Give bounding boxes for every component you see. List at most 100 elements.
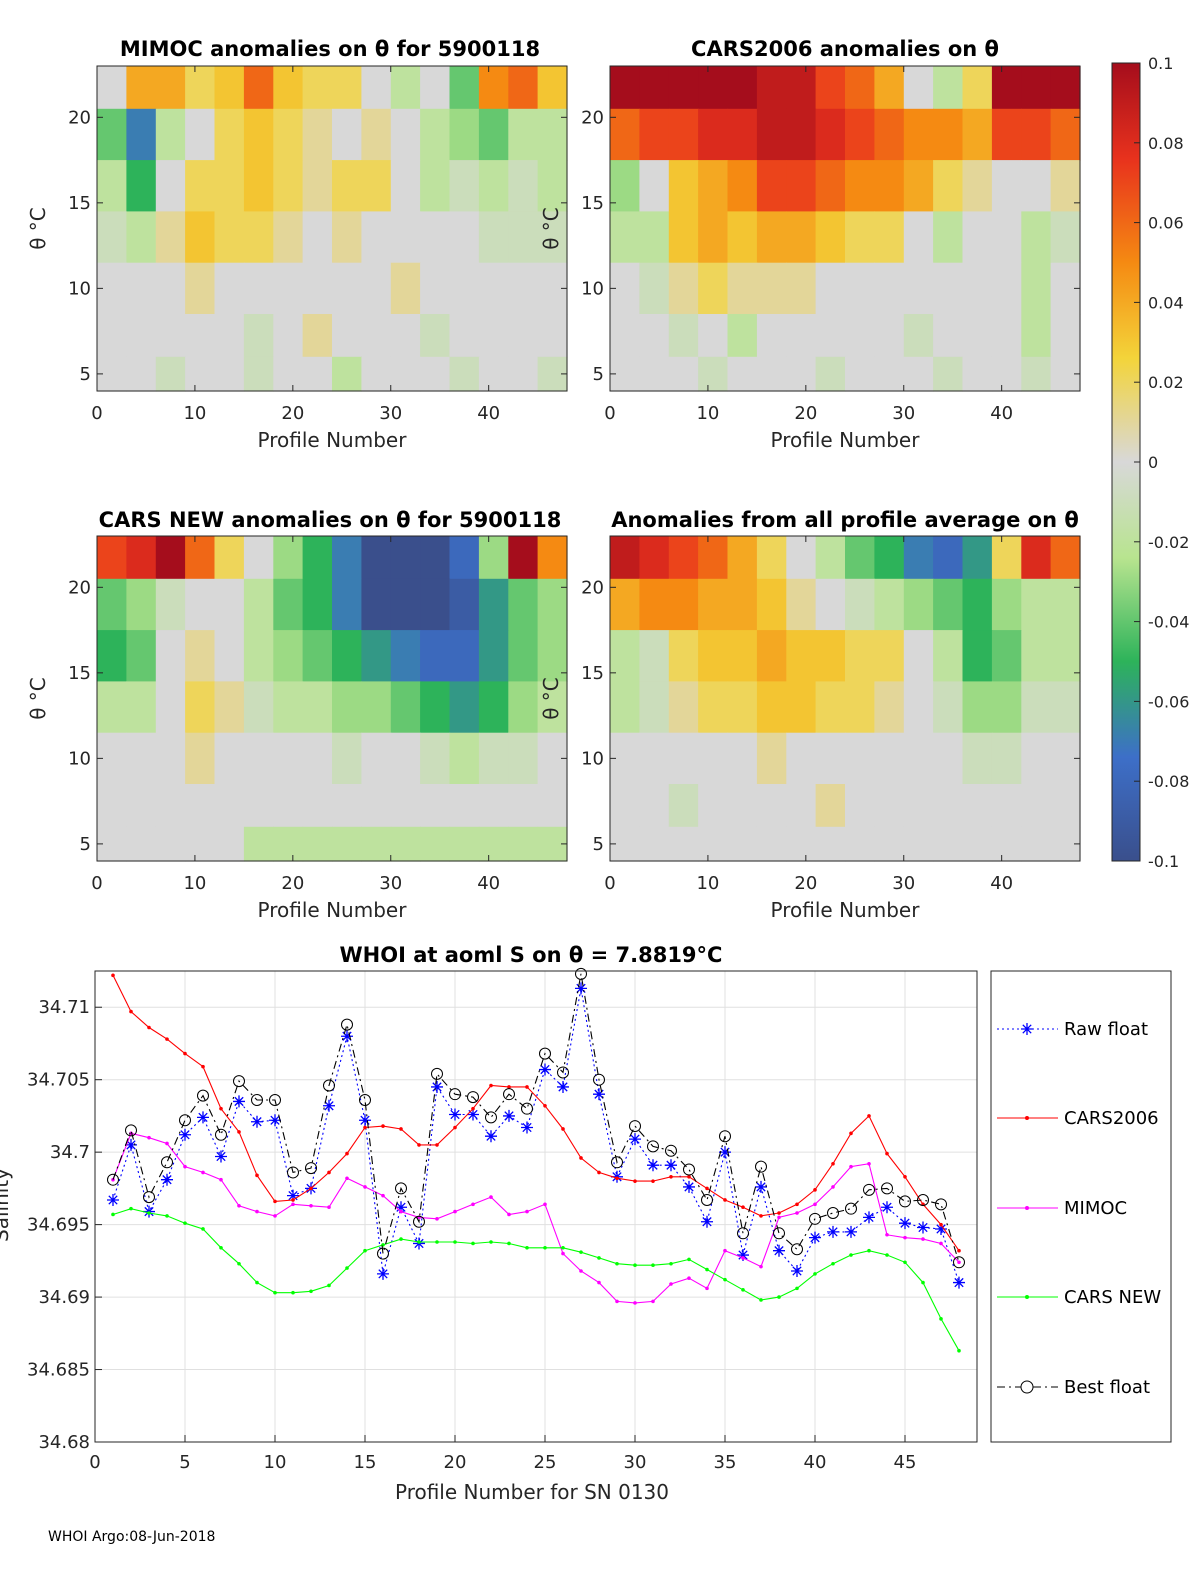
data-point bbox=[201, 1064, 205, 1069]
data-point bbox=[327, 1205, 331, 1210]
data-point bbox=[377, 1247, 389, 1260]
heatmap-cell bbox=[361, 681, 392, 734]
heatmap-cell bbox=[155, 314, 186, 358]
heatmap-cell bbox=[874, 356, 905, 392]
heatmap-cell bbox=[449, 784, 480, 828]
heatmap-cell bbox=[933, 356, 964, 392]
heatmap-cell bbox=[610, 578, 640, 631]
heatmap-cell bbox=[420, 66, 451, 110]
heatmap-cell bbox=[639, 784, 670, 828]
colorbar-tick-label: -0.02 bbox=[1148, 533, 1189, 552]
colorbar: 0.1 0.08 0.06 0.04 0.02 0 -0.02 -0.04 -0.06 -0.08… bbox=[1111, 54, 1189, 871]
heatmap-cell bbox=[126, 732, 157, 785]
heatmap-cell bbox=[273, 314, 304, 358]
data-point bbox=[701, 1215, 713, 1228]
heatmap-cell bbox=[698, 160, 729, 212]
heatmap-cell bbox=[273, 211, 304, 264]
heatmap-cell bbox=[537, 108, 568, 161]
legend-label: MIMOC bbox=[1064, 1198, 1127, 1219]
heatmap-cell bbox=[756, 356, 787, 392]
data-point bbox=[147, 1135, 151, 1140]
data-point bbox=[107, 1173, 119, 1186]
y-tick-label: 5 bbox=[593, 364, 604, 385]
heatmap-cell bbox=[933, 826, 964, 862]
data-point bbox=[201, 1227, 205, 1231]
heatmap-cell bbox=[537, 578, 568, 631]
heatmap-cell bbox=[361, 784, 392, 828]
heatmap-cell bbox=[508, 108, 539, 161]
data-point bbox=[413, 1215, 425, 1228]
y-tick-label: 10 bbox=[68, 748, 91, 769]
heatmap-cell bbox=[214, 66, 245, 110]
heatmap-cell bbox=[273, 108, 304, 161]
heatmap-cell bbox=[991, 784, 1022, 828]
heatmap-cell bbox=[508, 578, 539, 631]
y-axis-label: θ °C bbox=[26, 677, 50, 720]
data-point bbox=[777, 1215, 781, 1220]
heatmap-cell bbox=[962, 681, 993, 734]
data-point bbox=[881, 1182, 893, 1195]
heatmap-cell bbox=[903, 630, 934, 682]
y-tick-label: 34.69 bbox=[38, 1287, 90, 1308]
heatmap-cell bbox=[420, 160, 451, 212]
heatmap-cell bbox=[1021, 732, 1052, 785]
heatmap-cell bbox=[874, 732, 905, 785]
heatmap-cell bbox=[786, 66, 817, 110]
data-point bbox=[269, 1114, 281, 1127]
heatmap-cell bbox=[478, 262, 509, 315]
heatmap-cell bbox=[214, 826, 245, 862]
heatmap-cell bbox=[185, 681, 216, 734]
heatmap-cell bbox=[903, 160, 934, 212]
heatmap-cell bbox=[639, 160, 670, 212]
heatmap-cell bbox=[478, 578, 509, 631]
data-point bbox=[521, 1121, 533, 1134]
heatmap-cell bbox=[449, 66, 480, 110]
heatmap-cell bbox=[698, 578, 729, 631]
heatmap-cell bbox=[991, 826, 1022, 862]
series-line bbox=[112, 973, 960, 1263]
legend-marker bbox=[1025, 1116, 1029, 1120]
data-point bbox=[269, 1093, 281, 1106]
heatmap-cell bbox=[390, 356, 421, 392]
heatmap-cell bbox=[390, 108, 421, 161]
data-point bbox=[651, 1263, 655, 1267]
heatmap-cell bbox=[845, 160, 875, 212]
heatmap-cell bbox=[1050, 536, 1081, 580]
y-tick-label: 20 bbox=[581, 577, 604, 598]
x-tick-label: 20 bbox=[444, 1452, 467, 1473]
data-point bbox=[327, 1283, 331, 1288]
heatmap-cell bbox=[962, 732, 993, 785]
x-tick-label: 30 bbox=[892, 403, 915, 424]
data-point bbox=[759, 1214, 763, 1218]
data-point bbox=[165, 1037, 169, 1041]
heatmap-cell bbox=[420, 356, 451, 392]
heatmap-cell bbox=[243, 732, 274, 785]
y-tick-label: 15 bbox=[68, 663, 91, 684]
data-point bbox=[399, 1127, 403, 1131]
data-point bbox=[705, 1286, 709, 1291]
colorbar-tick-label: 0.1 bbox=[1148, 54, 1173, 73]
heatmap-cell bbox=[302, 630, 333, 682]
chart-title: CARS2006 anomalies on θ bbox=[691, 37, 999, 61]
data-point bbox=[395, 1201, 407, 1214]
y-tick-label: 15 bbox=[581, 663, 604, 684]
heatmap-cell bbox=[537, 160, 568, 212]
heatmap-cell bbox=[815, 66, 846, 110]
data-point bbox=[399, 1237, 403, 1241]
heatmap-cell bbox=[874, 66, 905, 110]
y-tick-label: 34.685 bbox=[27, 1360, 90, 1381]
data-point bbox=[197, 1089, 209, 1102]
x-tick-label: 40 bbox=[990, 403, 1013, 424]
heatmap-cell bbox=[243, 160, 274, 212]
heatmap-cell bbox=[845, 578, 875, 631]
data-point bbox=[957, 1248, 961, 1253]
x-axis-label: Profile Number bbox=[771, 428, 921, 452]
legend-label: Raw float bbox=[1064, 1019, 1148, 1040]
heatmap-cell bbox=[610, 536, 640, 580]
heatmap-cell bbox=[903, 211, 934, 264]
heatmap-cell bbox=[185, 211, 216, 264]
heatmap-cell bbox=[302, 732, 333, 785]
heatmap-cell bbox=[97, 536, 127, 580]
heatmap-cell bbox=[478, 681, 509, 734]
heatmap-cell bbox=[845, 66, 875, 110]
